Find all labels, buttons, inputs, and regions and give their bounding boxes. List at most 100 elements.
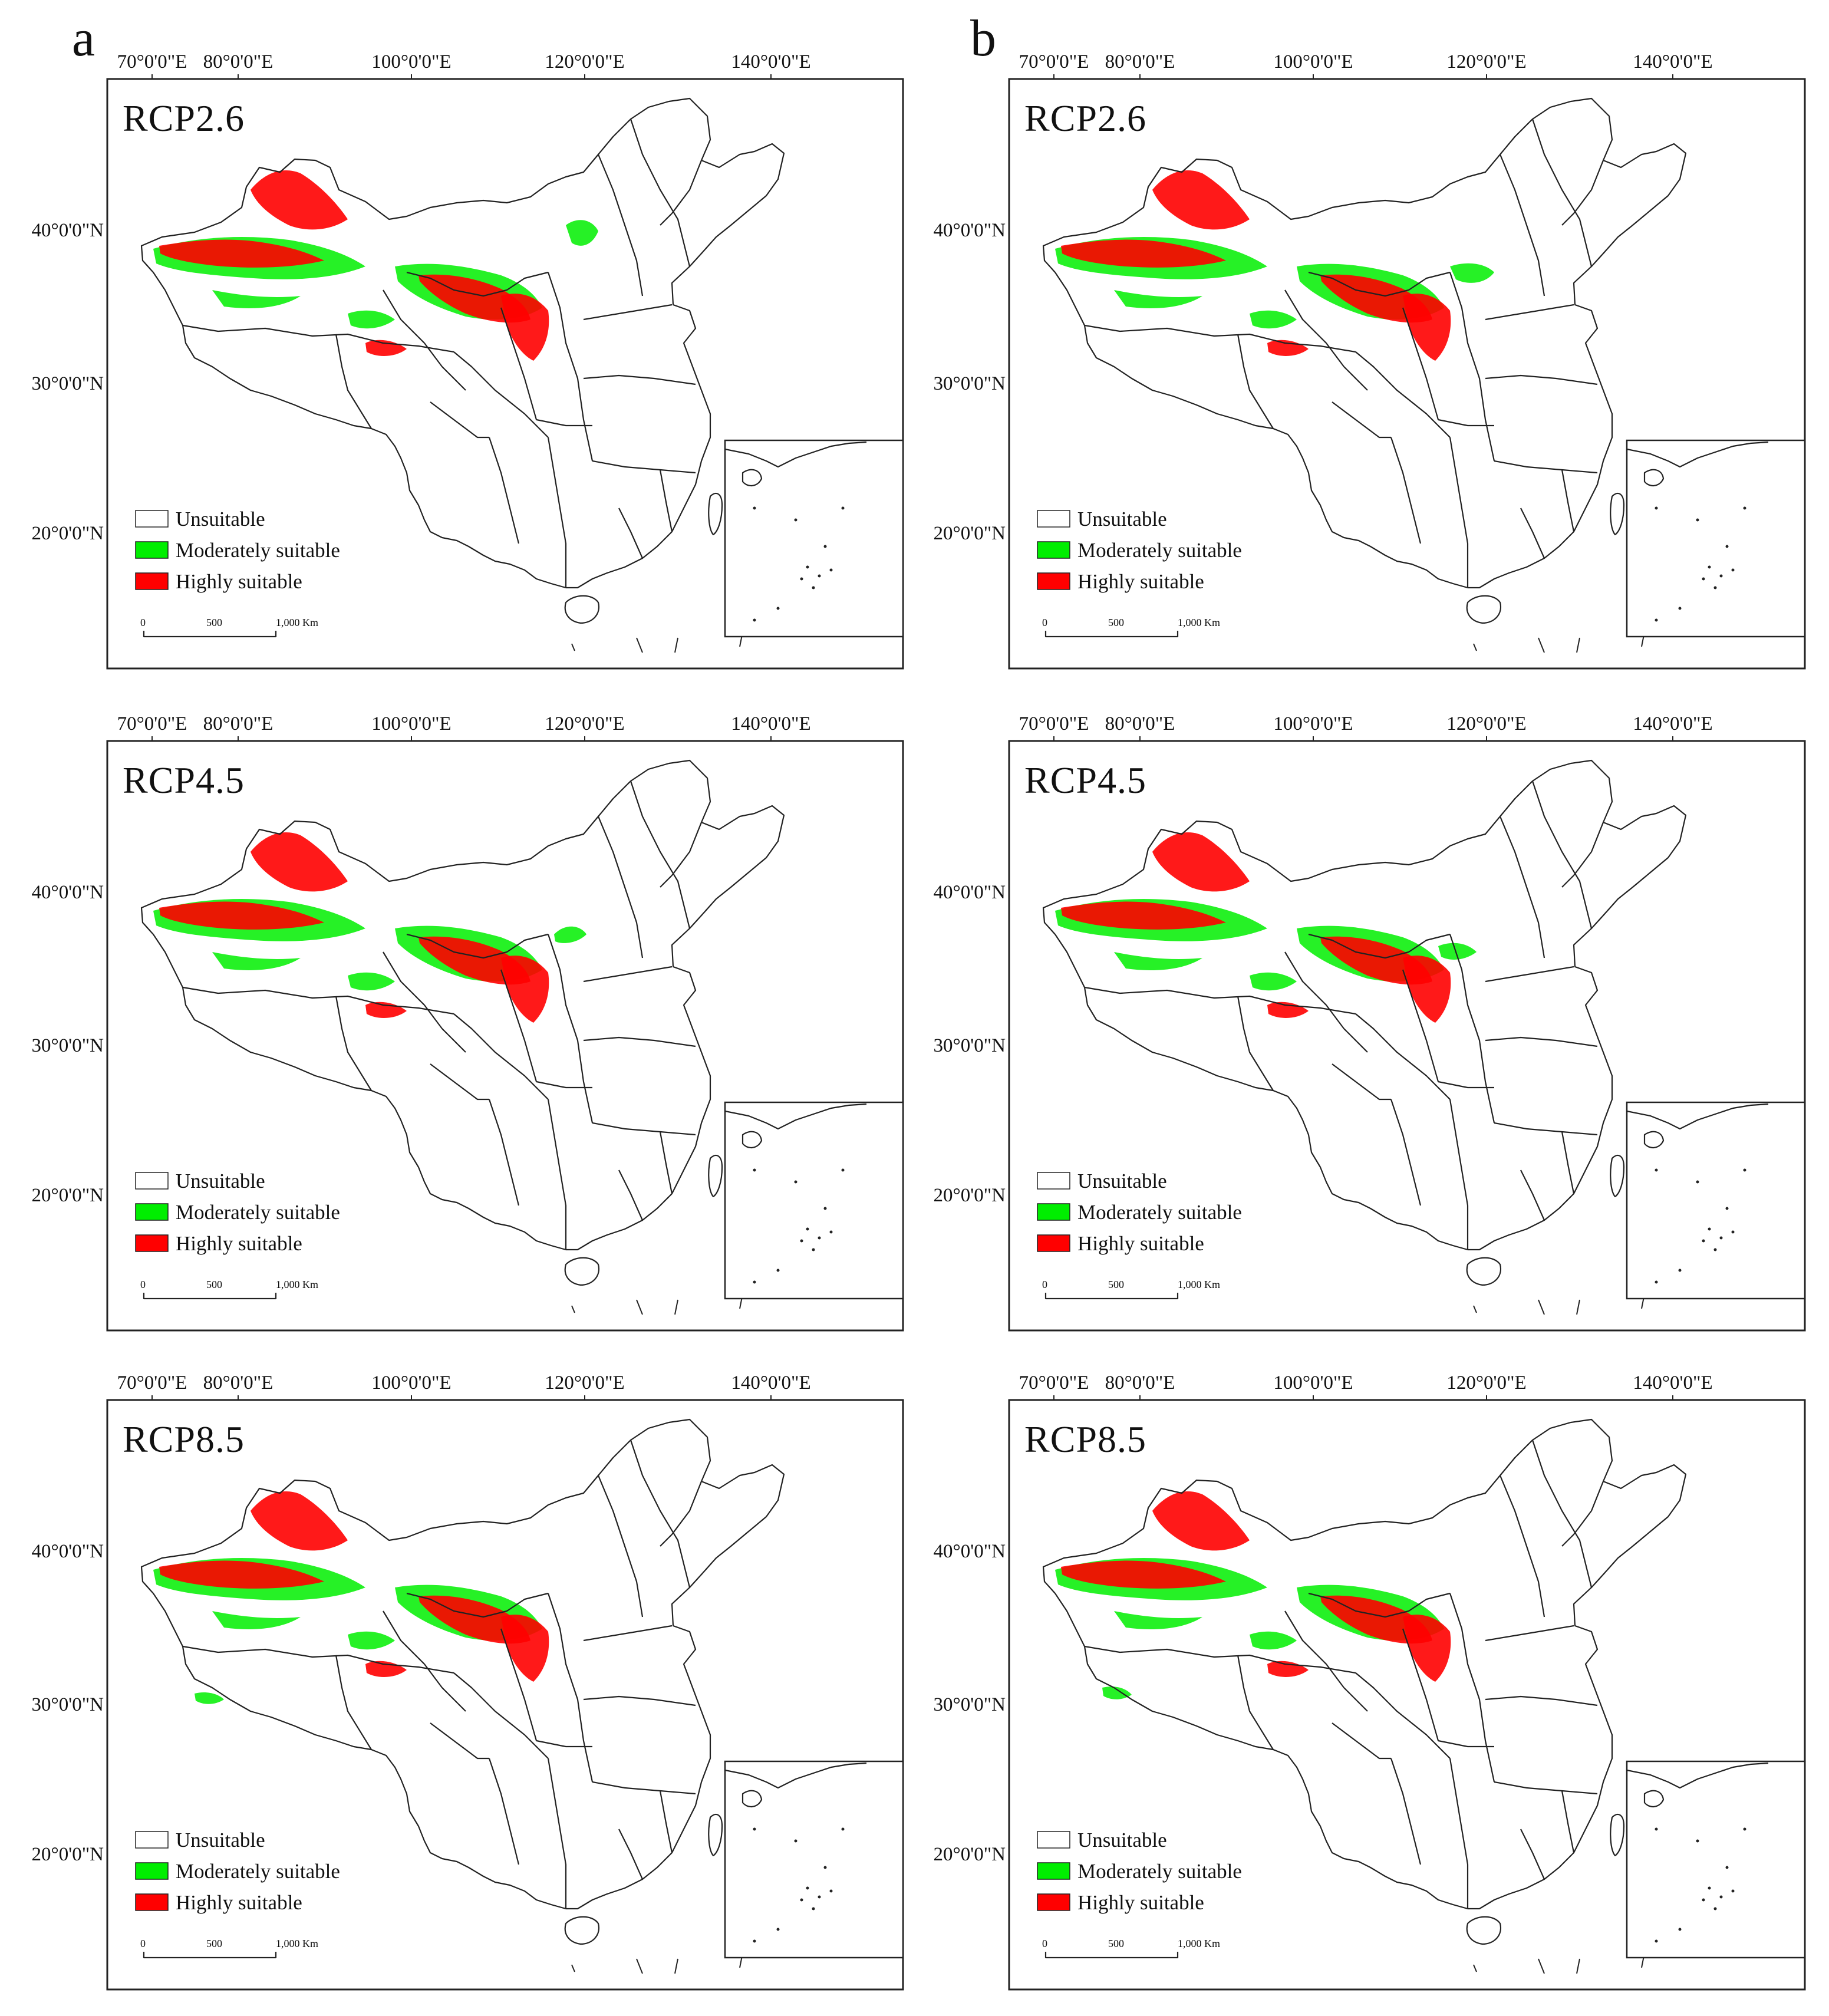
province-boundary <box>1084 1645 1356 1674</box>
moderately-suitable-area <box>348 310 395 329</box>
province-boundary <box>1308 933 1451 959</box>
country-outline <box>1042 1418 1687 1910</box>
scale-bar-label: 0 <box>1042 617 1047 628</box>
inset-island-dot <box>1743 506 1746 510</box>
scale-bar-label: 1,000 Km <box>1178 617 1220 628</box>
inset-island-dot <box>794 1839 797 1843</box>
province-boundary <box>583 1695 696 1707</box>
province-boundary <box>453 1672 549 1759</box>
scale-bar-label: 1,000 Km <box>276 1938 318 1949</box>
province-boundary <box>488 437 520 544</box>
province-boundary <box>182 324 454 353</box>
inset-island-dot <box>1743 1827 1746 1831</box>
longitude-label: 70°0'0"E <box>1019 51 1089 73</box>
province-boundary <box>1355 1672 1451 1759</box>
province-boundary <box>583 1625 673 1642</box>
scenario-title: RCP4.5 <box>123 759 245 801</box>
province-boundary <box>1402 1628 1439 1741</box>
moderately-suitable-area <box>1250 1631 1297 1650</box>
longitude-label: 120°0'0"E <box>1446 51 1526 73</box>
map-panel-b-rcp45: 70°0'0"E 80°0'0"E 100°0'0"E 120°0'0"E 140°0'… <box>920 675 1829 1332</box>
scale-bar-label: 1,000 Km <box>276 617 318 628</box>
legend-swatch <box>1037 1893 1070 1911</box>
map-svg: 70°0'0"E 80°0'0"E 100°0'0"E 120°0'0"E 140°0'… <box>934 51 1806 670</box>
inset-island-dot <box>753 1939 756 1943</box>
inset-island-dot <box>841 1168 845 1172</box>
island <box>564 1257 600 1286</box>
province-boundary <box>630 118 691 267</box>
longitude-label: 70°0'0"E <box>117 51 187 73</box>
moderately-suitable-area <box>212 952 301 970</box>
latitude-label: 40°0'0"N <box>32 220 104 241</box>
legend-swatch <box>1037 1203 1070 1221</box>
province-boundary <box>383 1610 466 1712</box>
legend-label: Unsuitable <box>176 1170 265 1193</box>
province-boundary <box>1494 460 1598 474</box>
inset-island-dot <box>1713 1248 1717 1251</box>
highly-suitable-area <box>1403 294 1451 361</box>
legend-label: Moderately suitable <box>1077 1860 1242 1883</box>
inset-island-dot <box>1655 506 1658 510</box>
province-boundary <box>1402 307 1439 420</box>
legend-label: Unsuitable <box>176 508 265 531</box>
inset-island-dot <box>1655 618 1658 622</box>
longitude-label: 140°0'0"E <box>731 51 810 73</box>
island <box>708 1154 723 1198</box>
province-boundary <box>1485 374 1598 386</box>
province-boundary <box>630 780 691 929</box>
scale-bar-label: 500 <box>206 1938 222 1949</box>
legend-label: Highly suitable <box>1077 1232 1204 1255</box>
highly-suitable-area <box>501 1615 549 1682</box>
latitude-label: 30°0'0"N <box>32 373 104 394</box>
moderately-suitable-area <box>1114 290 1202 308</box>
island-dash <box>636 1299 643 1315</box>
island <box>708 1813 723 1857</box>
latitude-label: 30°0'0"N <box>934 1035 1006 1056</box>
latitude-label: 40°0'0"N <box>934 220 1006 241</box>
map-panel-a-rcp45: 70°0'0"E 80°0'0"E 100°0'0"E 120°0'0"E 140°0'… <box>18 675 937 1332</box>
inset-island-dot <box>1655 1827 1658 1831</box>
province-boundary <box>1438 1740 1494 1748</box>
legend-label: Moderately suitable <box>176 1860 340 1883</box>
legend-swatch <box>135 1831 169 1849</box>
province-boundary <box>592 460 696 474</box>
inset-island-dot <box>1708 1886 1711 1890</box>
scale-bar <box>143 1952 277 1959</box>
province-boundary <box>406 933 549 959</box>
south-china-sea-inset <box>724 1101 904 1300</box>
province-boundary <box>1485 1625 1574 1642</box>
legend-swatch <box>135 572 169 590</box>
province-boundary <box>1520 508 1545 559</box>
longitude-label: 100°0'0"E <box>371 1372 451 1394</box>
province-boundary <box>536 1081 592 1089</box>
scale-bar-label: 0 <box>1042 1279 1047 1290</box>
province-boundary <box>1438 1081 1494 1089</box>
province-boundary <box>1485 1036 1598 1047</box>
country-outline <box>1042 97 1687 589</box>
province-boundary <box>547 272 594 462</box>
inset-island-dot <box>794 518 797 522</box>
island <box>1466 1916 1502 1945</box>
province-boundary <box>1284 1610 1368 1712</box>
inset-island-dot <box>1702 1898 1705 1902</box>
legend-label: Unsuitable <box>176 1829 265 1852</box>
moderately-suitable-area <box>348 972 395 991</box>
province-boundary <box>488 1758 520 1865</box>
inset-island-dot <box>800 1239 803 1243</box>
province-boundary <box>1531 780 1593 929</box>
province-boundary <box>1237 996 1274 1091</box>
longitude-label: 140°0'0"E <box>731 1372 810 1394</box>
province-boundary <box>597 816 644 958</box>
latitude-label: 40°0'0"N <box>32 1541 104 1562</box>
inset-island-dot <box>1708 565 1711 569</box>
inset-island-dot <box>1725 1207 1729 1210</box>
inset-island-dot <box>818 1236 821 1240</box>
map-svg: 70°0'0"E 80°0'0"E 100°0'0"E 120°0'0"E 140°0'… <box>32 1372 904 1991</box>
longitude-label: 120°0'0"E <box>545 713 624 734</box>
highly-suitable-area <box>159 901 324 930</box>
inset-island-dot <box>1655 1168 1658 1172</box>
longitude-label: 120°0'0"E <box>545 1372 624 1394</box>
inset-island-dot <box>776 1928 780 1931</box>
map-panel-b-rcp85: 70°0'0"E 80°0'0"E 100°0'0"E 120°0'0"E 140°0'… <box>920 1334 1829 1991</box>
island <box>564 1916 600 1945</box>
